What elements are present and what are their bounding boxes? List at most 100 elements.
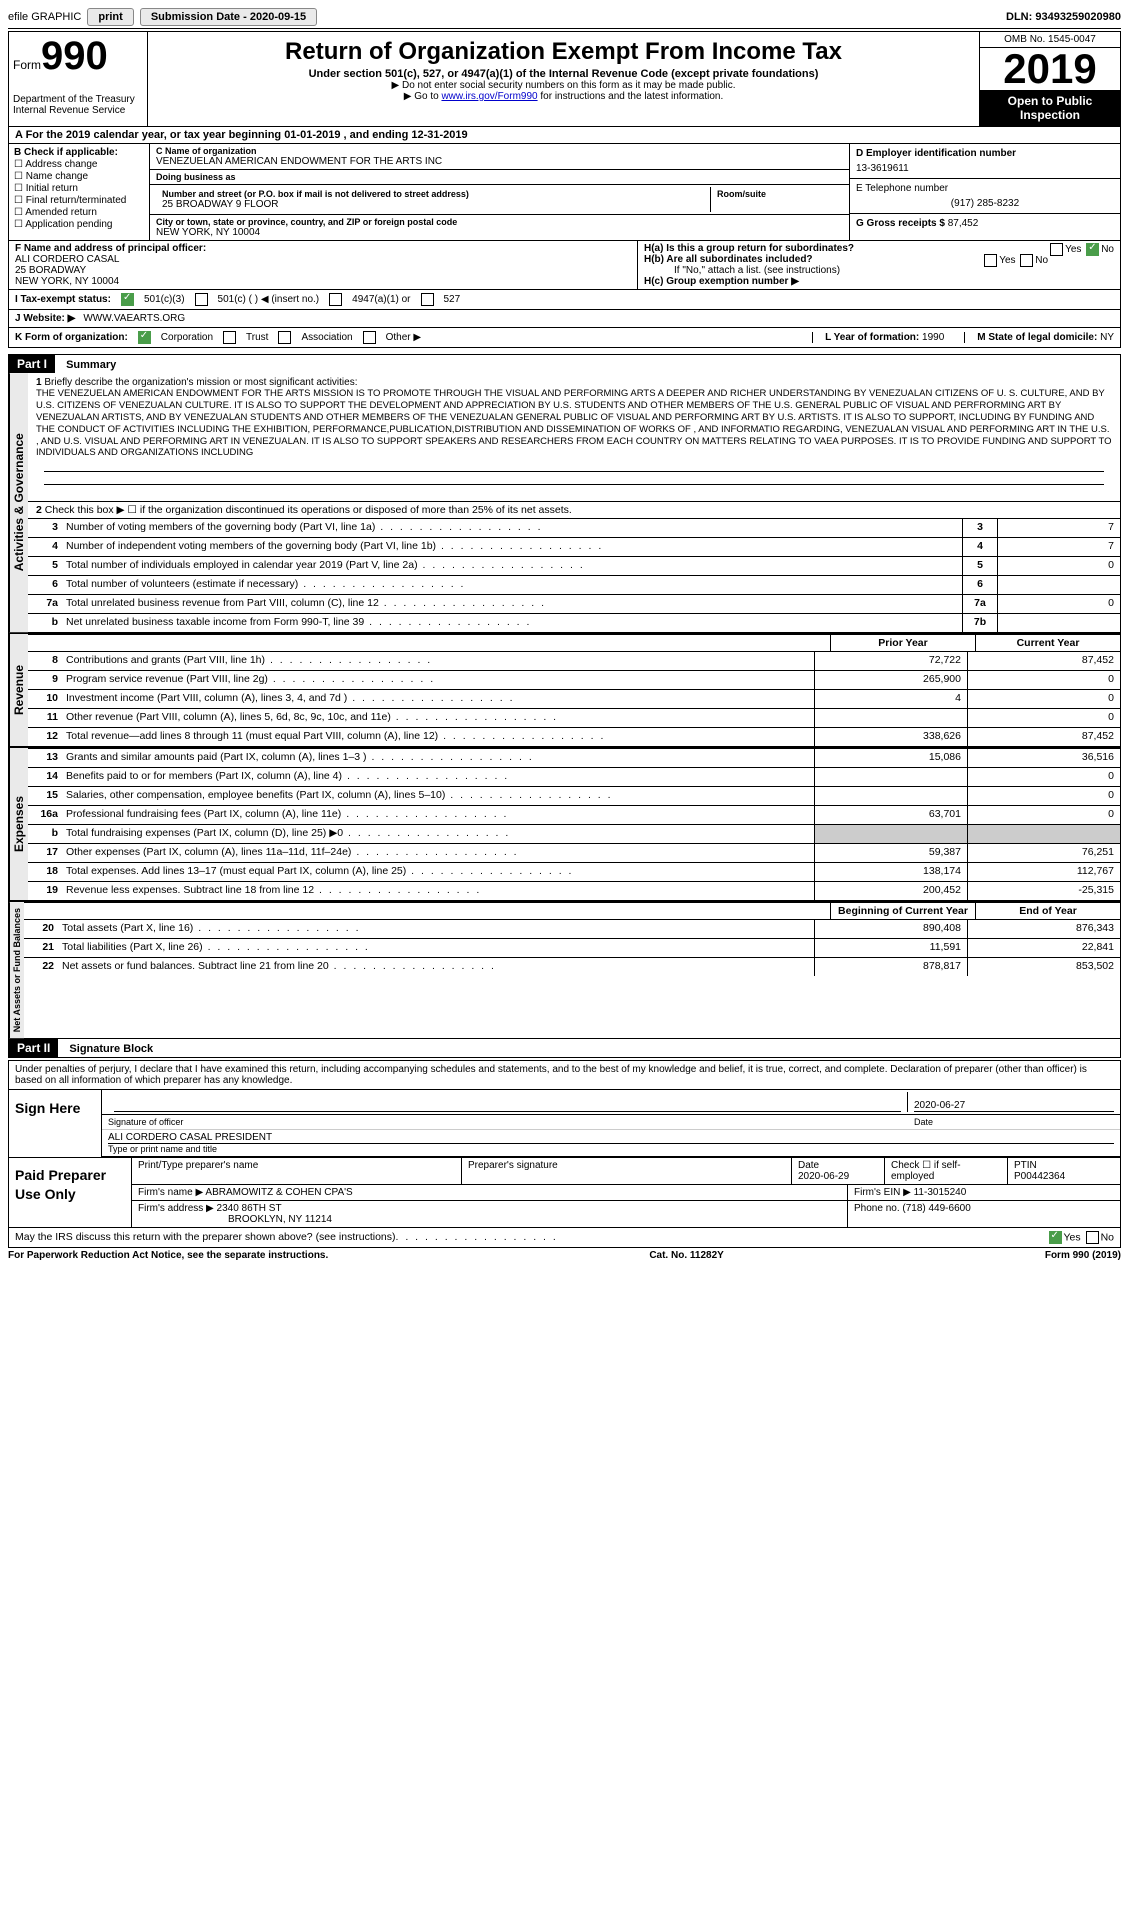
header-right: OMB No. 1545-0047 2019 Open to Public In… — [979, 31, 1121, 127]
note-link: ▶ Go to www.irs.gov/Form990 for instruct… — [154, 91, 973, 102]
line-13: 13Grants and similar amounts paid (Part … — [28, 748, 1120, 767]
line-20: 20Total assets (Part X, line 16)890,4088… — [24, 919, 1120, 938]
chk-address-change[interactable]: Address change — [14, 159, 144, 170]
row-j: J Website: ▶ WWW.VAEARTS.ORG — [8, 310, 1121, 328]
chk-assoc[interactable] — [278, 331, 291, 344]
note-ssn: ▶ Do not enter social security numbers o… — [154, 80, 973, 91]
line-1: 1 Briefly describe the organization's mi… — [28, 373, 1120, 502]
state-domicile: NY — [1100, 332, 1114, 343]
cat-no: Cat. No. 11282Y — [649, 1250, 723, 1261]
row-k: K Form of organization: Corporation Trus… — [8, 328, 1121, 348]
officer-addr2: NEW YORK, NY 10004 — [15, 276, 631, 287]
chk-501c3[interactable] — [121, 293, 134, 306]
chk-4947[interactable] — [329, 293, 342, 306]
city-state-zip: NEW YORK, NY 10004 — [156, 227, 843, 238]
form-header: Form990 Department of the Treasury Inter… — [8, 31, 1121, 127]
section-b: B Check if applicable: Address change Na… — [9, 144, 150, 240]
line-4: 4Number of independent voting members of… — [28, 537, 1120, 556]
open-public: Open to Public Inspection — [980, 90, 1120, 126]
line-11: 11Other revenue (Part VIII, column (A), … — [28, 708, 1120, 727]
website: WWW.VAEARTS.ORG — [83, 313, 185, 324]
chk-501c[interactable] — [195, 293, 208, 306]
signature-block: Under penalties of perjury, I declare th… — [8, 1060, 1121, 1228]
line-14: 14Benefits paid to or for members (Part … — [28, 767, 1120, 786]
tab-activities-governance: Activities & Governance — [9, 373, 28, 632]
header-title-block: Return of Organization Exempt From Incom… — [148, 31, 979, 127]
firm-ein: 11-3015240 — [914, 1187, 967, 1198]
line-8: 8Contributions and grants (Part VIII, li… — [28, 651, 1120, 670]
line-12: 12Total revenue—add lines 8 through 11 (… — [28, 727, 1120, 746]
firm-city: BROOKLYN, NY 11214 — [138, 1214, 332, 1225]
org-name: VENEZUELAN AMERICAN ENDOWMENT FOR THE AR… — [156, 156, 843, 167]
line-17: 17Other expenses (Part IX, column (A), l… — [28, 843, 1120, 862]
firm-phone: (718) 449-6600 — [902, 1203, 970, 1214]
top-bar: efile GRAPHIC print Submission Date - 20… — [8, 8, 1121, 29]
entity-block: B Check if applicable: Address change Na… — [8, 144, 1121, 241]
chk-application[interactable]: Application pending — [14, 219, 144, 230]
part-i: Part I Summary Activities & Governance 1… — [8, 354, 1121, 1039]
ha-yes[interactable] — [1050, 243, 1063, 256]
chk-final-return[interactable]: Final return/terminated — [14, 195, 144, 206]
paid-preparer: Paid Preparer Use Only Print/Type prepar… — [9, 1157, 1120, 1227]
chk-corp[interactable] — [138, 331, 151, 344]
line-22: 22Net assets or fund balances. Subtract … — [24, 957, 1120, 976]
ptin: P00442364 — [1014, 1171, 1065, 1182]
rev-header: Prior Year Current Year — [28, 634, 1120, 651]
section-c: C Name of organization VENEZUELAN AMERIC… — [150, 144, 849, 240]
efile-label: efile GRAPHIC — [8, 11, 81, 23]
submission-date-button[interactable]: Submission Date - 2020-09-15 — [140, 8, 317, 26]
tab-net-assets: Net Assets or Fund Balances — [9, 902, 24, 1038]
header-left: Form990 Department of the Treasury Inter… — [8, 31, 148, 127]
form-subtitle: Under section 501(c), 527, or 4947(a)(1)… — [154, 68, 973, 80]
part-i-tag: Part I — [9, 355, 55, 373]
sig-date-val: 2020-06-27 — [914, 1100, 1114, 1112]
firm-name: ABRAMOWITZ & COHEN CPA'S — [205, 1187, 352, 1198]
net-header: Beginning of Current Year End of Year — [24, 902, 1120, 919]
hb-no[interactable] — [1020, 254, 1033, 267]
chk-name-change[interactable]: Name change — [14, 171, 144, 182]
form-footer: Form 990 (2019) — [1045, 1250, 1121, 1261]
line-10: 10Investment income (Part VIII, column (… — [28, 689, 1120, 708]
ein: 13-3619611 — [856, 163, 1114, 174]
chk-amended[interactable]: Amended return — [14, 207, 144, 218]
line-2: Check this box ▶ ☐ if the organization d… — [45, 504, 572, 516]
firm-addr: 2340 86TH ST — [217, 1203, 282, 1214]
line-15: 15Salaries, other compensation, employee… — [28, 786, 1120, 805]
ha-no[interactable] — [1086, 243, 1099, 256]
tax-year: 2019 — [980, 48, 1120, 90]
discuss-row: May the IRS discuss this return with the… — [8, 1228, 1121, 1248]
line-21: 21Total liabilities (Part X, line 26)11,… — [24, 938, 1120, 957]
sign-here-label: Sign Here — [9, 1090, 102, 1157]
chk-527[interactable] — [421, 293, 434, 306]
pra-notice: For Paperwork Reduction Act Notice, see … — [8, 1250, 328, 1261]
form-number: 990 — [41, 34, 108, 78]
officer-addr1: 25 BORADWAY — [15, 265, 631, 276]
chk-initial-return[interactable]: Initial return — [14, 183, 144, 194]
line-18: 18Total expenses. Add lines 13–17 (must … — [28, 862, 1120, 881]
row-i: I Tax-exempt status: 501(c)(3) 501(c) ( … — [8, 290, 1121, 310]
discuss-no[interactable] — [1086, 1231, 1099, 1244]
officer-name-title: ALI CORDERO CASAL PRESIDENT — [108, 1132, 1114, 1144]
street-address: 25 BROADWAY 9 FLOOR — [162, 199, 704, 210]
discuss-yes[interactable] — [1049, 1231, 1062, 1244]
form-title: Return of Organization Exempt From Incom… — [154, 38, 973, 66]
year-formation: 1990 — [922, 332, 944, 343]
gross-receipts: 87,452 — [948, 218, 979, 229]
hb-yes[interactable] — [984, 254, 997, 267]
irs-link[interactable]: www.irs.gov/Form990 — [441, 91, 537, 102]
chk-other[interactable] — [363, 331, 376, 344]
line-19: 19Revenue less expenses. Subtract line 1… — [28, 881, 1120, 900]
line-7a: 7aTotal unrelated business revenue from … — [28, 594, 1120, 613]
line-b: bNet unrelated business taxable income f… — [28, 613, 1120, 632]
tab-expenses: Expenses — [9, 748, 28, 900]
line-5: 5Total number of individuals employed in… — [28, 556, 1120, 575]
mission-text: THE VENEZUELAN AMERICAN ENDOWMENT FOR TH… — [36, 388, 1112, 458]
print-button[interactable]: print — [87, 8, 133, 26]
line-16a: 16aProfessional fundraising fees (Part I… — [28, 805, 1120, 824]
part-ii: Part II Signature Block — [8, 1039, 1121, 1058]
footer: For Paperwork Reduction Act Notice, see … — [8, 1248, 1121, 1263]
row-f-h: F Name and address of principal officer:… — [8, 241, 1121, 290]
line-6: 6Total number of volunteers (estimate if… — [28, 575, 1120, 594]
chk-trust[interactable] — [223, 331, 236, 344]
dln: DLN: 93493259020980 — [1006, 11, 1121, 23]
